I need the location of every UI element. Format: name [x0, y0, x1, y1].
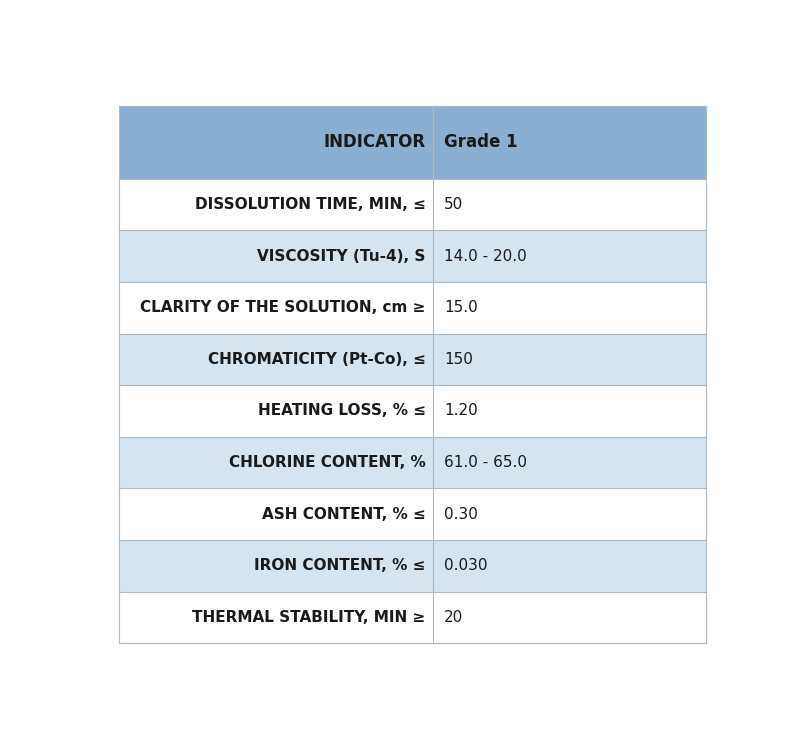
Bar	[433, 106, 706, 179]
Text: 1.20: 1.20	[444, 404, 478, 418]
Text: CHROMATICITY (Pt-Co), ≤: CHROMATICITY (Pt-Co), ≤	[208, 352, 426, 367]
Text: 0.30: 0.30	[444, 507, 478, 522]
Text: 61.0 - 65.0: 61.0 - 65.0	[444, 455, 527, 470]
Text: 150: 150	[444, 352, 473, 367]
Bar	[433, 230, 706, 282]
Text: IRON CONTENT, % ≤: IRON CONTENT, % ≤	[254, 558, 426, 574]
Text: HEATING LOSS, % ≤: HEATING LOSS, % ≤	[258, 404, 426, 418]
Text: 50: 50	[444, 197, 464, 212]
Bar	[433, 385, 706, 437]
Text: THERMAL STABILITY, MIN ≥: THERMAL STABILITY, MIN ≥	[192, 610, 426, 625]
Bar	[119, 437, 433, 488]
Bar	[119, 106, 433, 179]
Bar	[433, 540, 706, 591]
Text: 20: 20	[444, 610, 464, 625]
Bar	[119, 591, 433, 643]
Text: 0.030: 0.030	[444, 558, 488, 574]
Bar	[119, 488, 433, 540]
Text: ASH CONTENT, % ≤: ASH CONTENT, % ≤	[262, 507, 426, 522]
Text: CLARITY OF THE SOLUTION, cm ≥: CLARITY OF THE SOLUTION, cm ≥	[140, 301, 426, 315]
Bar	[119, 230, 433, 282]
Text: Grade 1: Grade 1	[444, 134, 518, 151]
Text: 15.0: 15.0	[444, 301, 478, 315]
Bar	[433, 334, 706, 385]
Bar	[119, 385, 433, 437]
Bar	[119, 334, 433, 385]
Bar	[433, 591, 706, 643]
Bar	[119, 179, 433, 230]
Bar	[433, 437, 706, 488]
Bar	[433, 179, 706, 230]
Text: CHLORINE CONTENT, %: CHLORINE CONTENT, %	[229, 455, 426, 470]
Bar	[433, 488, 706, 540]
Text: 14.0 - 20.0: 14.0 - 20.0	[444, 249, 527, 263]
Text: INDICATOR: INDICATOR	[324, 134, 426, 151]
Bar	[433, 282, 706, 334]
Text: VISCOSITY (Tu-4), S: VISCOSITY (Tu-4), S	[258, 249, 426, 263]
Bar	[119, 540, 433, 591]
Bar	[119, 282, 433, 334]
Text: DISSOLUTION TIME, MIN, ≤: DISSOLUTION TIME, MIN, ≤	[195, 197, 426, 212]
